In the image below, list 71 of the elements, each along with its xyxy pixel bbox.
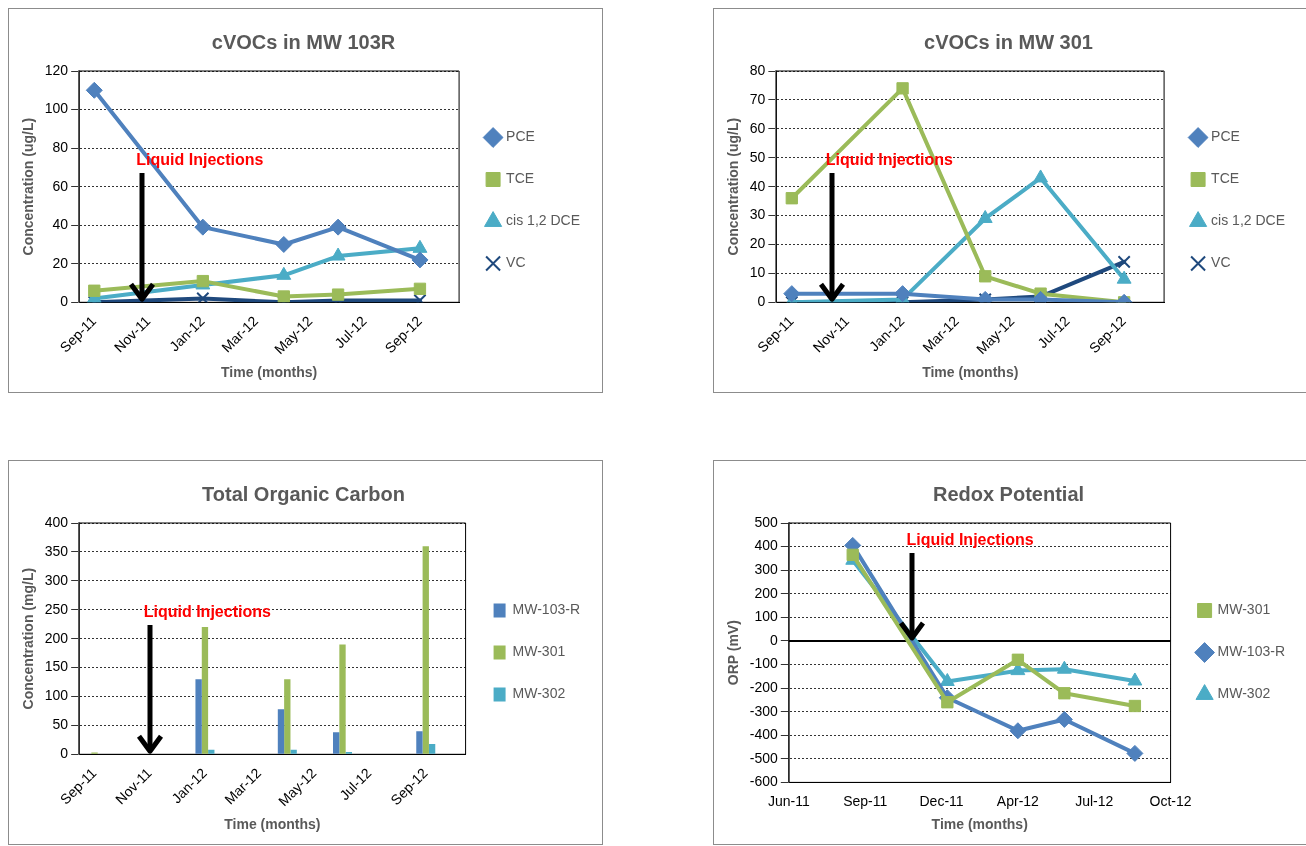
x-tick-label: Dec-11	[919, 792, 964, 809]
legend-label: VC	[506, 254, 526, 271]
legend-label: MW-302	[1217, 685, 1271, 702]
y-tick-label: 400	[44, 513, 69, 530]
y-tick-label: 400	[754, 537, 779, 554]
y-tick-label: 500	[754, 513, 779, 530]
y-axis-title: Concentration (mg/L)	[20, 567, 37, 710]
y-tick-label: 70	[749, 90, 766, 107]
y-tick-label: 0	[60, 293, 69, 310]
x-tick-label: Jul-12	[1075, 792, 1114, 809]
y-tick-label: 100	[754, 608, 779, 625]
y-tick-label: 350	[44, 542, 69, 559]
y-tick-label: -300	[749, 702, 779, 719]
legend-label: TCE	[506, 170, 535, 187]
x-tick-label: Jun-11	[767, 792, 810, 809]
y-tick-label: 200	[754, 584, 779, 601]
legend-label: cis 1,2 DCE	[1211, 212, 1286, 229]
annotation: Liquid Injections	[906, 531, 1034, 549]
legend-label: MW-301	[512, 643, 566, 660]
x-tick-label: Sep-11	[843, 792, 888, 809]
y-tick-label: 40	[749, 177, 766, 194]
legend-label: VC	[1211, 254, 1231, 271]
y-axis-title: Concentration (ug/L)	[725, 117, 742, 256]
y-tick-label: -400	[749, 726, 779, 743]
legend-label: MW-103-R	[512, 601, 581, 618]
chart-title: cVOCs in MW 301	[924, 30, 1093, 53]
x-tick-label: Oct-12	[1149, 792, 1192, 809]
x-tick-label: Apr-12	[996, 792, 1040, 809]
x-axis-title: Time (months)	[221, 364, 318, 381]
y-tick-label: 120	[44, 61, 69, 78]
legend-label: cis 1,2 DCE	[506, 212, 581, 229]
y-tick-label: 0	[770, 631, 779, 648]
y-tick-label: 200	[44, 629, 69, 646]
x-axis-title: Time (months)	[224, 816, 321, 833]
y-tick-label: -200	[749, 678, 779, 695]
chart-title: Total Organic Carbon	[202, 482, 405, 505]
y-tick-label: 250	[44, 600, 69, 617]
y-tick-label: -500	[749, 749, 779, 766]
y-tick-label: 80	[749, 61, 766, 78]
y-tick-label: 60	[749, 119, 766, 136]
y-tick-label: -600	[749, 773, 779, 790]
y-tick-label: 50	[52, 716, 69, 733]
y-tick-label: 20	[749, 235, 766, 252]
legend-label: TCE	[1211, 170, 1240, 187]
y-axis-title: ORP (mV)	[725, 620, 742, 686]
y-tick-label: 20	[52, 254, 69, 271]
legend-label: PCE	[506, 128, 535, 145]
y-axis-title: Concentration (ug/L)	[20, 117, 37, 256]
y-tick-label: 30	[749, 206, 766, 223]
y-tick-label: 10	[749, 264, 766, 281]
y-tick-label: 40	[52, 216, 69, 233]
y-tick-label: 300	[754, 561, 779, 578]
y-tick-label: 300	[44, 571, 69, 588]
annotation: Liquid Injections	[143, 603, 271, 621]
x-axis-title: Time (months)	[922, 364, 1019, 381]
y-tick-label: 0	[757, 293, 766, 310]
chart-title: cVOCs in MW 103R	[211, 30, 396, 53]
y-tick-label: 60	[52, 177, 69, 194]
legend-label: MW-302	[512, 685, 566, 702]
x-axis-title: Time (months)	[931, 816, 1028, 833]
legend-label: MW-103-R	[1217, 643, 1286, 660]
y-tick-label: 80	[52, 138, 69, 155]
y-tick-label: 100	[44, 687, 69, 704]
y-tick-label: 100	[44, 100, 69, 117]
legend-label: PCE	[1211, 128, 1240, 145]
chart-title: Redox Potential	[932, 482, 1085, 505]
y-tick-label: 0	[60, 745, 69, 762]
y-tick-label: 50	[749, 148, 766, 165]
y-tick-label: 150	[44, 658, 69, 675]
legend-label: MW-301	[1217, 601, 1271, 618]
y-tick-label: -100	[749, 655, 779, 672]
